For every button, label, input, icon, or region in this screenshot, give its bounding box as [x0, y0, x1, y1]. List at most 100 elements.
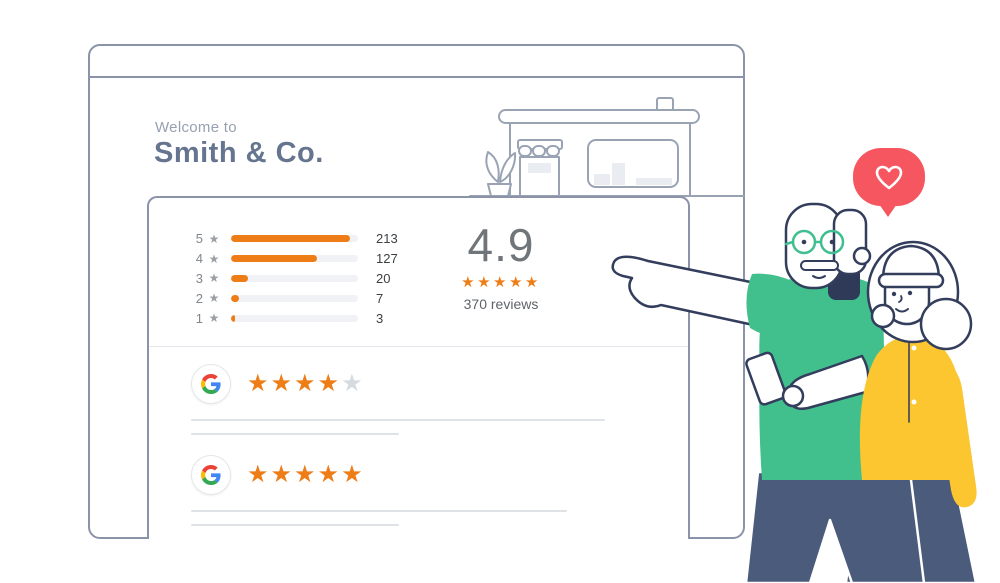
- breakdown-row: 1 ★ 3: [189, 308, 398, 328]
- star-icon: ★: [270, 461, 295, 488]
- star-icon: ★: [508, 274, 525, 291]
- welcome-text: Welcome to: [155, 119, 237, 136]
- bar-fill: [231, 235, 351, 243]
- bar-track: [231, 294, 358, 302]
- woman-mouth: [895, 308, 909, 313]
- star-icon: ★: [247, 370, 271, 397]
- roof: [498, 109, 700, 124]
- review-stars: ★★★★★: [247, 463, 365, 487]
- breakdown-star-label: 4: [195, 251, 203, 267]
- rating-breakdown: 5 ★ 213 4 ★ 127 3 ★ 20 2 ★ 7 1 ★: [189, 229, 398, 328]
- woman-eye: [907, 290, 913, 296]
- heart-badge: [853, 148, 925, 217]
- bar-track: [231, 314, 358, 322]
- storefront-illustration: [469, 97, 745, 197]
- star-icon: ★: [294, 461, 318, 488]
- breakdown-count: 7: [376, 290, 384, 306]
- woman-nose: [898, 295, 903, 303]
- browser-topbar: [90, 46, 743, 78]
- jacket-button: [911, 399, 917, 405]
- review-item: ★★★★★: [191, 364, 605, 435]
- breakdown-count: 127: [376, 251, 398, 267]
- star-icon: ★: [461, 274, 478, 291]
- jacket-button: [911, 345, 917, 351]
- breakdown-row: 4 ★ 127: [189, 249, 398, 269]
- breakdown-star-label: 3: [195, 270, 203, 286]
- star-icon: ★: [208, 291, 220, 306]
- rating-average: 4.9: [467, 219, 535, 271]
- review-header: ★★★★★: [191, 455, 567, 495]
- star-icon: ★: [270, 370, 295, 397]
- star-icon: ★: [208, 311, 220, 326]
- rating-overall: 4.9 ★★★★★ 370 reviews: [437, 220, 565, 312]
- woman-eye: [891, 291, 897, 297]
- breakdown-star-label: 2: [195, 290, 203, 306]
- man-eye: [829, 239, 835, 245]
- bar-track: [231, 274, 358, 282]
- woman-hair-curl: [919, 297, 973, 351]
- woman-hair-curl: [870, 303, 896, 329]
- bar-fill: [231, 314, 235, 322]
- woman-helmet: [881, 244, 941, 282]
- text-placeholder-line: [191, 510, 567, 512]
- door-window: [528, 163, 551, 173]
- star-icon: ★: [524, 274, 541, 291]
- reviews-count: 370 reviews: [463, 296, 539, 312]
- man-pointing: [611, 202, 926, 583]
- man-hand: [781, 384, 805, 408]
- reviews-card: 5 ★ 213 4 ★ 127 3 ★ 20 2 ★ 7 1 ★: [147, 196, 690, 539]
- phone: [745, 351, 787, 406]
- man-sleeve: [746, 273, 799, 339]
- glasses-icon: [784, 229, 845, 255]
- star-icon: ★: [208, 271, 220, 286]
- plant: [485, 151, 517, 197]
- text-placeholder-line: [191, 433, 399, 435]
- star-icon: ★: [317, 370, 342, 397]
- star-icon: ★: [477, 274, 494, 291]
- plant-pot: [487, 183, 512, 197]
- star-icon: ★: [341, 461, 365, 488]
- woman-standing: [859, 240, 977, 508]
- text-placeholder-line: [191, 419, 605, 421]
- review-item: ★★★★★: [191, 455, 567, 526]
- star-icon: ★: [294, 370, 318, 397]
- divider: [149, 346, 688, 347]
- man-mustache: [800, 260, 839, 271]
- bar-track: [231, 255, 358, 263]
- review-header: ★★★★★: [191, 364, 605, 404]
- star-icon: ★: [493, 274, 509, 291]
- shop-window: [587, 139, 679, 188]
- woman-arm: [935, 362, 977, 508]
- man-eye: [801, 239, 807, 245]
- star-icon: ★: [208, 251, 220, 266]
- man-mouth: [812, 275, 826, 279]
- star-icon: ★: [247, 461, 271, 488]
- breakdown-star-label: 5: [195, 231, 203, 247]
- breakdown-star-label: 1: [195, 310, 203, 326]
- star-icon: ★: [341, 370, 365, 397]
- heart-icon: [875, 165, 903, 189]
- awning-scallop: [532, 145, 546, 157]
- rating-stars: ★★★★★: [437, 273, 565, 291]
- text-placeholder-line: [191, 524, 399, 526]
- google-logo-icon: [191, 364, 231, 404]
- star-icon: ★: [317, 461, 342, 488]
- star-icon: ★: [208, 231, 220, 246]
- bar-fill: [231, 294, 239, 302]
- breakdown-row: 3 ★ 20: [189, 269, 398, 289]
- man-pants: [744, 470, 926, 583]
- breakdown-row: 2 ★ 7: [189, 288, 398, 308]
- breakdown-row: 5 ★ 213: [189, 229, 398, 249]
- helmet-band: [877, 272, 945, 289]
- review-stars: ★★★★★: [247, 372, 365, 396]
- bar-fill: [231, 255, 318, 263]
- google-logo-icon: [191, 455, 231, 495]
- company-name: Smith & Co.: [154, 137, 324, 169]
- characters-illustration: [611, 202, 978, 583]
- awning-scallop: [518, 145, 532, 157]
- bar-track: [231, 235, 358, 243]
- shop-window-chart: [594, 163, 672, 185]
- awning-scallop: [546, 145, 560, 157]
- breakdown-count: 3: [376, 310, 384, 326]
